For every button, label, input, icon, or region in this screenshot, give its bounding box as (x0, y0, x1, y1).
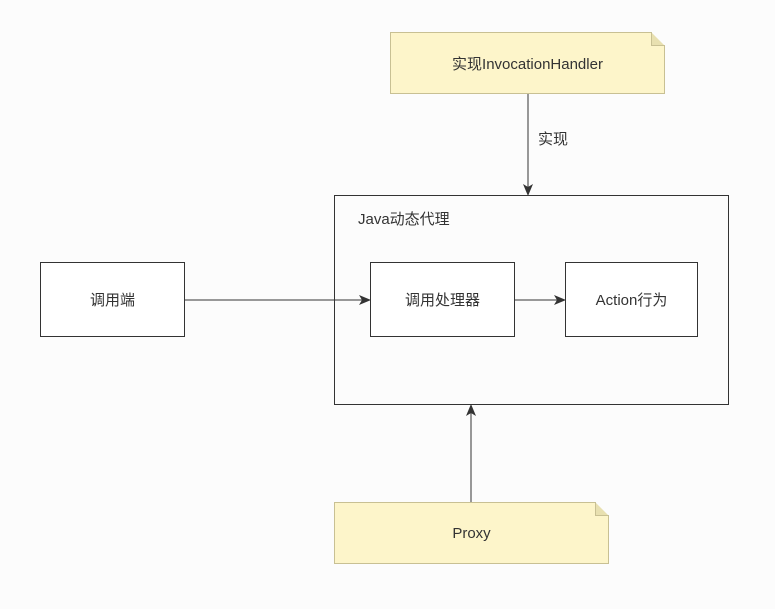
box-handler: 调用处理器 (370, 262, 515, 337)
box-action-label: Action行为 (596, 289, 668, 310)
note-invocation-handler-label: 实现InvocationHandler (452, 53, 603, 74)
note-proxy: Proxy (334, 502, 609, 564)
box-action: Action行为 (565, 262, 698, 337)
note-fold-line (651, 32, 665, 46)
container-java-proxy-label: Java动态代理 (358, 208, 450, 229)
edge-label-implement: 实现 (538, 128, 568, 149)
box-caller-label: 调用端 (90, 289, 135, 310)
box-caller: 调用端 (40, 262, 185, 337)
note-proxy-label: Proxy (452, 525, 490, 542)
note-invocation-handler: 实现InvocationHandler (390, 32, 665, 94)
note-fold-line (595, 502, 609, 516)
diagram-canvas: Java动态代理 调用端 调用处理器 Action行为 实现Invocation… (0, 0, 775, 609)
box-handler-label: 调用处理器 (405, 289, 480, 310)
